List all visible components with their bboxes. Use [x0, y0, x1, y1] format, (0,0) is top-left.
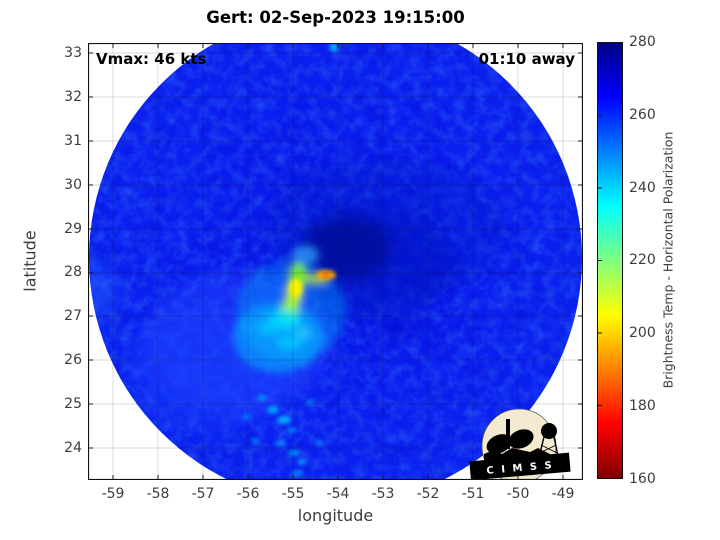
x-tick-label: -59 [101, 486, 125, 502]
axis-tick-marks [88, 43, 583, 480]
x-axis-label: longitude [297, 506, 374, 525]
x-tick-label: -53 [371, 486, 395, 502]
y-tick-label: 29 [64, 221, 82, 237]
x-tick-label: -55 [281, 486, 305, 502]
plot-area: C I M S S [87, 11, 584, 505]
y-tick-label: 32 [64, 89, 82, 105]
plot-border [87, 42, 584, 481]
y-tick-label: 26 [64, 352, 82, 368]
colorbar-tick-label: 220 [629, 252, 656, 268]
y-axis-label: latitude [20, 230, 40, 292]
eta-annotation: 01:10 away [478, 50, 575, 68]
colorbar-tick-label: 240 [629, 180, 656, 196]
y-tick-label: 25 [64, 396, 82, 412]
colorbar [597, 42, 623, 479]
colorbar-tick-label: 260 [629, 107, 656, 123]
x-tick-label: -57 [191, 486, 215, 502]
convection-features [233, 245, 346, 373]
x-tick-label: -58 [146, 486, 170, 502]
swath-disc [89, 11, 582, 505]
colorbar-tick-label: 180 [629, 398, 656, 414]
gridlines [88, 43, 583, 480]
yellow-core [290, 279, 302, 297]
x-tick-label: -51 [461, 486, 485, 502]
colorbar-tick-label: 200 [629, 325, 656, 341]
x-tick-label: -52 [416, 486, 440, 502]
y-tick-label: 27 [64, 308, 82, 324]
x-tick-label: -54 [326, 486, 350, 502]
plot-title: Gert: 02-Sep-2023 19:15:00 [206, 8, 465, 27]
x-tick-label: -49 [551, 486, 575, 502]
red-core [322, 273, 330, 277]
y-tick-label: 33 [64, 45, 82, 61]
colorbar-tick-label: 280 [629, 34, 656, 50]
vmax-annotation: Vmax: 46 kts [96, 50, 207, 68]
cimss-logo-silhouette [484, 419, 560, 465]
x-tick-label: -56 [236, 486, 260, 502]
y-tick-label: 30 [64, 177, 82, 193]
speckles [243, 43, 338, 476]
hurricane-swath-image: C I M S S [87, 11, 584, 505]
colorbar-title: Brightness Temp - Horizontal Polarizatio… [660, 131, 676, 389]
colorbar-tick-marks [598, 115, 602, 406]
x-tick-label: -50 [506, 486, 530, 502]
y-tick-label: 31 [64, 133, 82, 149]
colorbar-tick-label: 160 [629, 471, 656, 487]
cimss-logo: C I M S S [469, 408, 571, 484]
cimss-banner: C I M S S [469, 452, 571, 481]
y-tick-label: 24 [64, 440, 82, 456]
y-tick-label: 28 [64, 264, 82, 280]
